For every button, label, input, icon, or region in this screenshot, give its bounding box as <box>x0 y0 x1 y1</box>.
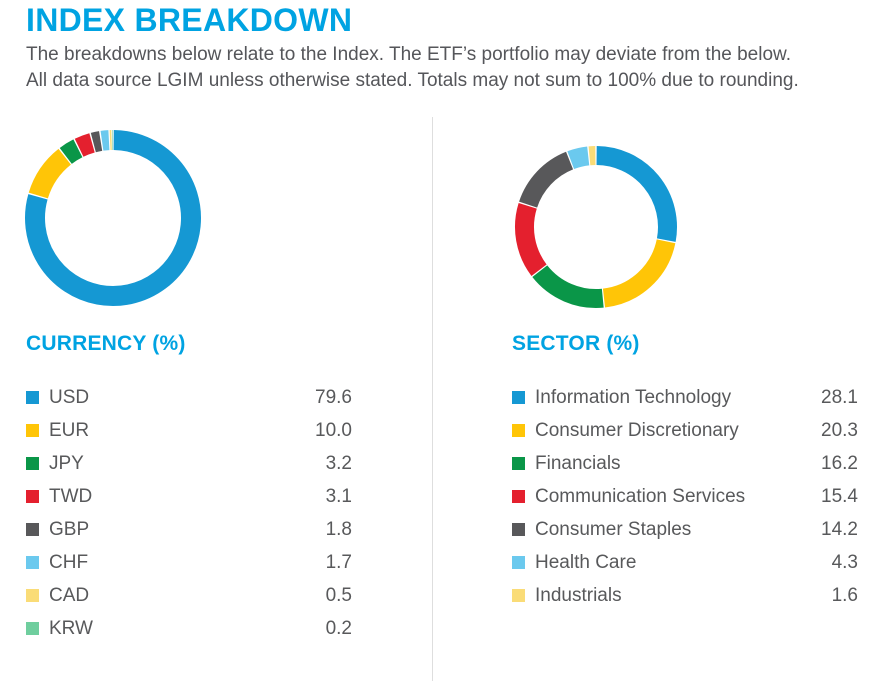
donut-slice-chf <box>100 130 110 151</box>
donut-slice-twd <box>74 133 95 157</box>
legend-label: KRW <box>49 617 93 639</box>
page-title: INDEX BREAKDOWN <box>26 2 353 38</box>
legend-row: Industrials 1.6 <box>512 579 858 612</box>
donut-slice-information-technology <box>596 146 677 242</box>
legend-label: Information Technology <box>535 386 732 408</box>
legend-row: Communication Services 15.4 <box>512 480 858 513</box>
legend-swatch-icon <box>26 391 39 404</box>
legend-swatch-icon <box>512 424 525 437</box>
legend-value: 1.8 <box>325 518 352 540</box>
legend-value: 3.2 <box>325 452 352 474</box>
legend-row: Consumer Staples 14.2 <box>512 513 858 546</box>
page-subtitle: The breakdowns below relate to the Index… <box>26 42 799 94</box>
legend-swatch-icon <box>512 523 525 536</box>
legend-swatch-icon <box>26 556 39 569</box>
legend-label: CHF <box>49 551 89 573</box>
legend-label: USD <box>49 386 90 408</box>
legend-value: 79.6 <box>315 386 352 408</box>
legend-swatch-icon <box>512 589 525 602</box>
legend-value: 1.7 <box>325 551 352 573</box>
section-divider <box>432 117 433 681</box>
donut-slice-communication-services <box>515 203 547 276</box>
legend-row: Information Technology 28.1 <box>512 381 858 414</box>
legend-row: GBP 1.8 <box>26 513 352 546</box>
donut-slice-health-care <box>567 146 590 170</box>
legend-swatch-icon <box>512 490 525 503</box>
legend-label: Industrials <box>535 584 622 606</box>
legend-label: EUR <box>49 419 90 441</box>
legend-row: CAD 0.5 <box>26 579 352 612</box>
legend-swatch-icon <box>512 457 525 470</box>
legend-row: USD 79.6 <box>26 381 352 414</box>
legend-swatch-icon <box>26 622 39 635</box>
subtitle-line-1: The breakdowns below relate to the Index… <box>26 44 791 65</box>
legend-label: GBP <box>49 518 90 540</box>
currency-donut-chart <box>25 129 201 306</box>
legend-swatch-icon <box>26 457 39 470</box>
legend-swatch-icon <box>26 523 39 536</box>
legend-row: KRW 0.2 <box>26 612 352 645</box>
donut-slice-consumer-discretionary <box>602 239 676 308</box>
legend-value: 20.3 <box>821 419 858 441</box>
currency-heading: CURRENCY (%) <box>26 332 186 355</box>
legend-value: 0.2 <box>325 617 352 639</box>
legend-value: 4.3 <box>831 551 858 573</box>
legend-row: CHF 1.7 <box>26 546 352 579</box>
legend-value: 3.1 <box>325 485 352 507</box>
legend-row: Health Care 4.3 <box>512 546 858 579</box>
legend-value: 16.2 <box>821 452 858 474</box>
legend-row: Financials 16.2 <box>512 447 858 480</box>
sector-legend: Information Technology 28.1 Consumer Discr… <box>512 381 858 612</box>
legend-value: 15.4 <box>821 485 858 507</box>
legend-value: 14.2 <box>821 518 858 540</box>
subtitle-line-2: All data source LGIM unless otherwise st… <box>26 70 799 91</box>
donut-slice-usd <box>25 130 201 306</box>
legend-label: Health Care <box>535 551 637 573</box>
donut-slice-consumer-staples <box>519 151 574 208</box>
legend-value: 28.1 <box>821 386 858 408</box>
legend-value: 1.6 <box>831 584 858 606</box>
legend-swatch-icon <box>512 556 525 569</box>
legend-label: Consumer Staples <box>535 518 692 540</box>
donut-slice-eur <box>28 148 72 199</box>
donut-slice-jpy <box>59 139 83 165</box>
legend-label: CAD <box>49 584 90 606</box>
legend-value: 10.0 <box>315 419 352 441</box>
sector-heading: SECTOR (%) <box>512 332 640 355</box>
legend-swatch-icon <box>512 391 525 404</box>
legend-value: 0.5 <box>325 584 352 606</box>
legend-row: JPY 3.2 <box>26 447 352 480</box>
sector-donut-chart <box>515 146 677 308</box>
donut-slice-gbp <box>90 131 103 153</box>
donut-slice-financials <box>532 265 604 308</box>
legend-label: Financials <box>535 452 621 474</box>
currency-legend: USD 79.6 EUR 10.0 JPY 3.2 TWD 3.1 GBP 1.8 CHF 1.7 CA… <box>26 381 352 645</box>
legend-label: TWD <box>49 485 93 507</box>
legend-label: Communication Services <box>535 485 746 507</box>
legend-swatch-icon <box>26 490 39 503</box>
legend-label: Consumer Discretionary <box>535 419 739 441</box>
legend-swatch-icon <box>26 589 39 602</box>
legend-label: JPY <box>49 452 84 474</box>
legend-swatch-icon <box>26 424 39 437</box>
legend-row: Consumer Discretionary 20.3 <box>512 414 858 447</box>
legend-row: TWD 3.1 <box>26 480 352 513</box>
legend-row: EUR 10.0 <box>26 414 352 447</box>
